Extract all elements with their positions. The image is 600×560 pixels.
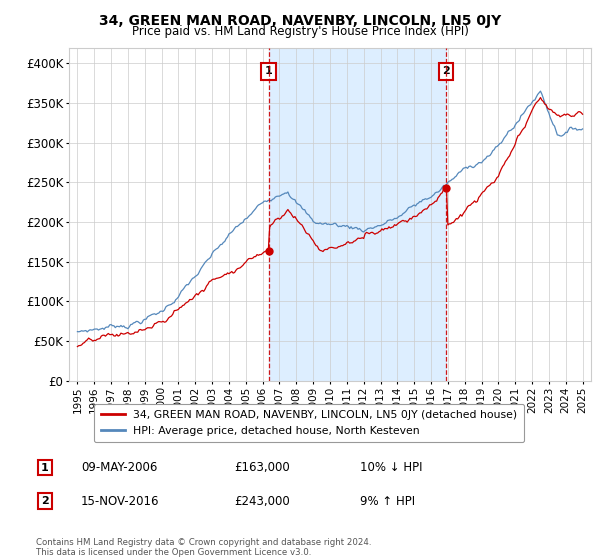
Text: 15-NOV-2016: 15-NOV-2016 xyxy=(81,494,160,508)
Text: £243,000: £243,000 xyxy=(234,494,290,508)
Text: 9% ↑ HPI: 9% ↑ HPI xyxy=(360,494,415,508)
Text: 2: 2 xyxy=(41,496,49,506)
Text: 1: 1 xyxy=(41,463,49,473)
Text: 1: 1 xyxy=(265,67,272,76)
Text: 09-MAY-2006: 09-MAY-2006 xyxy=(81,461,157,474)
Text: 10% ↓ HPI: 10% ↓ HPI xyxy=(360,461,422,474)
Legend: 34, GREEN MAN ROAD, NAVENBY, LINCOLN, LN5 0JY (detached house), HPI: Average pri: 34, GREEN MAN ROAD, NAVENBY, LINCOLN, LN… xyxy=(94,404,524,442)
Text: 34, GREEN MAN ROAD, NAVENBY, LINCOLN, LN5 0JY: 34, GREEN MAN ROAD, NAVENBY, LINCOLN, LN… xyxy=(99,14,501,28)
Text: Contains HM Land Registry data © Crown copyright and database right 2024.
This d: Contains HM Land Registry data © Crown c… xyxy=(36,538,371,557)
Text: Price paid vs. HM Land Registry's House Price Index (HPI): Price paid vs. HM Land Registry's House … xyxy=(131,25,469,38)
Text: 2: 2 xyxy=(442,67,450,76)
Bar xyxy=(269,48,446,381)
Text: £163,000: £163,000 xyxy=(234,461,290,474)
